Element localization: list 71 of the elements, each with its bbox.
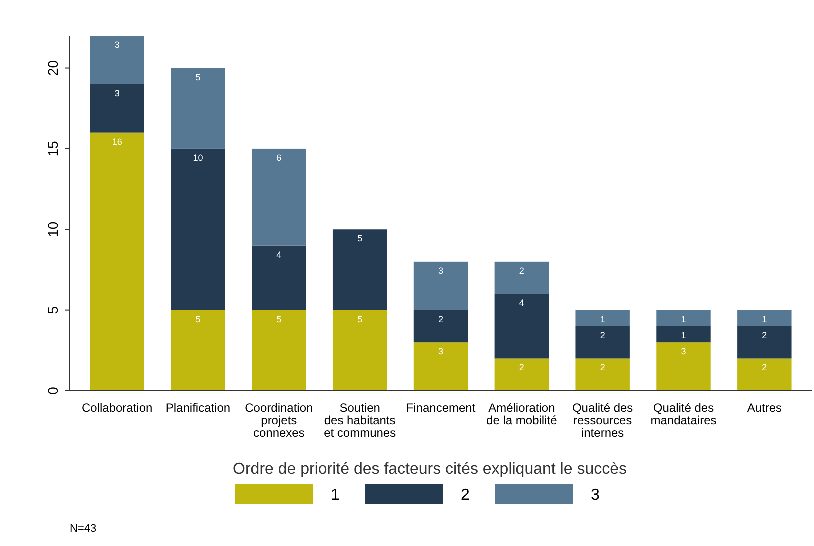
bar bbox=[90, 84, 144, 133]
y-tick-label: 5 bbox=[45, 306, 61, 314]
bar bbox=[576, 358, 630, 391]
x-tick-label: Qualité des mandataires bbox=[650, 401, 717, 428]
bar bbox=[171, 68, 226, 149]
bar bbox=[738, 310, 792, 326]
bar bbox=[738, 326, 792, 359]
bar bbox=[576, 326, 630, 359]
data-label: 2 bbox=[438, 314, 444, 324]
bar bbox=[90, 36, 144, 84]
data-label: 6 bbox=[276, 152, 282, 163]
legend-title: Ordre de priorité des facteurs cités expliquant le succès bbox=[233, 461, 627, 478]
data-label: 1 bbox=[681, 330, 686, 340]
bar bbox=[494, 262, 550, 294]
bar bbox=[332, 310, 388, 391]
bar bbox=[90, 132, 144, 391]
data-label: 2 bbox=[762, 362, 768, 373]
data-label: 3 bbox=[681, 346, 686, 357]
bar bbox=[414, 262, 468, 310]
x-tick-label: Soutien des habitants et communes bbox=[324, 401, 396, 440]
data-label: 5 bbox=[276, 314, 282, 324]
x-tick-label: Coordination projets connexes bbox=[245, 401, 314, 440]
bar bbox=[494, 294, 550, 359]
bar bbox=[656, 326, 711, 343]
data-label: 16 bbox=[112, 136, 122, 147]
data-label: 2 bbox=[600, 362, 606, 373]
data-label: 5 bbox=[358, 314, 363, 324]
x-tick-label: Planification bbox=[166, 401, 231, 415]
y-tick-label: 10 bbox=[45, 222, 61, 238]
data-label: 4 bbox=[276, 250, 282, 260]
data-label: 4 bbox=[519, 298, 524, 308]
bar bbox=[171, 148, 226, 310]
y-tick-label: 0 bbox=[45, 386, 61, 395]
x-tick-label: Qualité des ressources internes bbox=[572, 401, 634, 440]
x-tick-label: Financement bbox=[406, 401, 476, 415]
bar bbox=[252, 246, 306, 310]
data-label: 1 bbox=[681, 314, 686, 324]
bar bbox=[252, 148, 306, 246]
x-tick-label: Amélioration de la mobilité bbox=[486, 401, 558, 428]
data-label: 3 bbox=[438, 346, 444, 357]
data-label: 5 bbox=[196, 314, 201, 324]
bar bbox=[414, 342, 468, 391]
legend-label: 3 bbox=[591, 487, 600, 504]
data-label: 2 bbox=[519, 266, 524, 276]
legend-label: 1 bbox=[331, 487, 340, 504]
bar bbox=[414, 310, 468, 343]
data-label: 2 bbox=[519, 362, 524, 373]
bar bbox=[576, 310, 630, 326]
bar bbox=[656, 310, 711, 326]
data-label: 3 bbox=[114, 88, 120, 98]
bar bbox=[171, 310, 226, 391]
legend-label: 2 bbox=[461, 487, 470, 504]
x-tick-label: Autres bbox=[747, 401, 782, 415]
bar bbox=[738, 358, 792, 391]
bar bbox=[656, 342, 711, 391]
data-label: 1 bbox=[600, 314, 606, 324]
data-label: 2 bbox=[600, 330, 606, 340]
data-label: 2 bbox=[762, 330, 768, 340]
bar bbox=[252, 310, 306, 391]
y-tick-label: 20 bbox=[45, 60, 61, 76]
data-label: 3 bbox=[438, 266, 444, 276]
data-label: 3 bbox=[114, 40, 120, 50]
text: N=43 bbox=[70, 523, 97, 535]
data-label: 5 bbox=[358, 234, 363, 244]
data-label: 5 bbox=[196, 72, 201, 82]
y-tick-label: 15 bbox=[45, 140, 61, 157]
data-label: 10 bbox=[193, 152, 204, 163]
bar bbox=[494, 358, 550, 391]
data-label: 1 bbox=[762, 314, 768, 324]
bar bbox=[332, 230, 388, 310]
x-tick-label: Collaboration bbox=[82, 401, 153, 415]
